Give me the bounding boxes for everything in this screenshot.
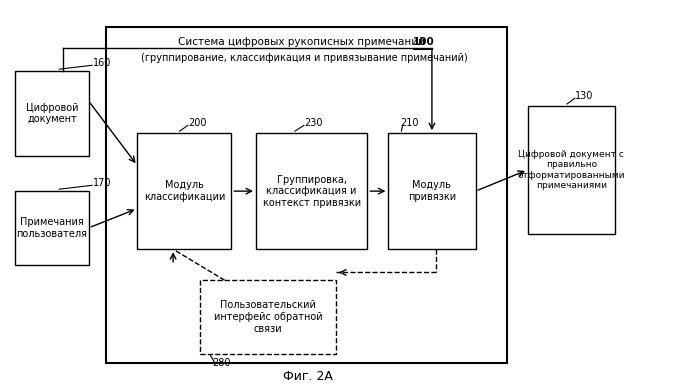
Text: Модуль
классификации: Модуль классификации <box>144 180 225 202</box>
Text: Цифровой документ с
правильно
отформатированными
примечаниями: Цифровой документ с правильно отформатир… <box>517 150 625 190</box>
Text: (группирование, классификация и привязывание примечаний): (группирование, классификация и привязыв… <box>141 53 468 62</box>
Text: Группировка,
классификация и
контекст привязки: Группировка, классификация и контекст пр… <box>262 175 360 208</box>
FancyBboxPatch shape <box>106 27 507 363</box>
FancyBboxPatch shape <box>137 133 232 249</box>
Text: Модуль
привязки: Модуль привязки <box>408 180 456 202</box>
Text: Цифровой
документ: Цифровой документ <box>26 103 78 124</box>
Text: 130: 130 <box>575 91 593 101</box>
Text: 100: 100 <box>413 37 435 47</box>
Text: 170: 170 <box>93 178 112 188</box>
Text: 210: 210 <box>400 118 419 128</box>
FancyBboxPatch shape <box>200 280 336 354</box>
Text: 200: 200 <box>188 118 206 128</box>
Text: Пользовательский
интерфейс обратной
связи: Пользовательский интерфейс обратной связ… <box>214 300 323 333</box>
Text: Фиг. 2А: Фиг. 2А <box>284 370 333 383</box>
Text: Примечания
пользователя: Примечания пользователя <box>16 217 88 239</box>
FancyBboxPatch shape <box>15 191 88 265</box>
Text: 230: 230 <box>304 118 323 128</box>
FancyBboxPatch shape <box>389 133 475 249</box>
Text: 280: 280 <box>212 358 230 369</box>
FancyBboxPatch shape <box>528 106 615 234</box>
FancyBboxPatch shape <box>256 133 368 249</box>
Text: Система цифровых рукописных примечаний: Система цифровых рукописных примечаний <box>178 37 431 47</box>
Text: 160: 160 <box>93 58 112 68</box>
FancyBboxPatch shape <box>15 71 88 156</box>
